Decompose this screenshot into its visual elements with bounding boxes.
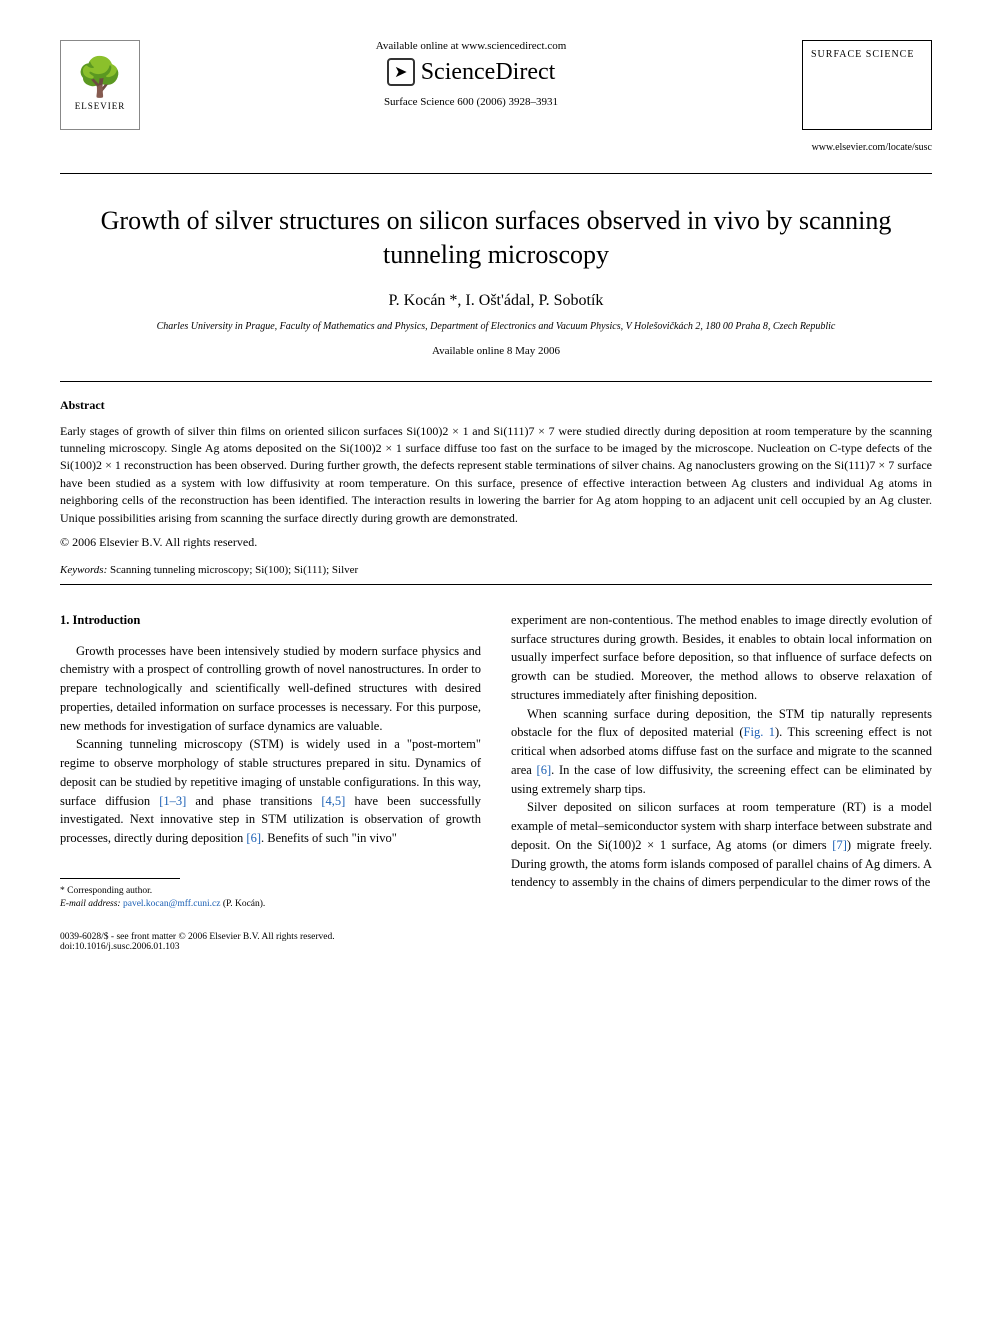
abstract-label: Abstract: [60, 398, 932, 413]
article-affiliation: Charles University in Prague, Faculty of…: [60, 320, 932, 333]
science-direct-icon: ➤: [387, 58, 415, 86]
header-row: 🌳 ELSEVIER Available online at www.scien…: [60, 40, 932, 130]
journal-cover-box: SURFACE SCIENCE: [802, 40, 932, 130]
ref-4-5[interactable]: [4,5]: [321, 794, 345, 808]
pre-abstract-rule: [60, 381, 932, 382]
ref-1-3[interactable]: [1–3]: [159, 794, 186, 808]
elsevier-tree-icon: 🌳: [76, 59, 123, 97]
abstract-text: Early stages of growth of silver thin fi…: [60, 423, 932, 527]
fig-1-ref[interactable]: Fig. 1: [744, 725, 776, 739]
left-column: 1. Introduction Growth processes have be…: [60, 611, 481, 912]
ref-6[interactable]: [6]: [246, 831, 261, 845]
intro-paragraph-3: When scanning surface during deposition,…: [511, 705, 932, 799]
footnote-block: * Corresponding author. E-mail address: …: [60, 885, 481, 912]
available-date: Available online 8 May 2006: [60, 345, 932, 357]
email-label: E-mail address:: [60, 899, 121, 909]
section-heading-intro: 1. Introduction: [60, 611, 481, 630]
email-line: E-mail address: pavel.kocan@mff.cuni.cz …: [60, 898, 481, 911]
available-online-text: Available online at www.sciencedirect.co…: [160, 40, 782, 52]
keywords-line: Keywords: Scanning tunneling microscopy;…: [60, 564, 932, 576]
journal-link[interactable]: www.elsevier.com/locate/susc: [60, 142, 932, 153]
right-column: experiment are non-contentious. The meth…: [511, 611, 932, 912]
elsevier-logo: 🌳 ELSEVIER: [60, 40, 140, 130]
footnote-separator: [60, 878, 180, 879]
abstract-copyright: © 2006 Elsevier B.V. All rights reserved…: [60, 535, 932, 550]
footer-row: 0039-6028/$ - see front matter © 2006 El…: [60, 932, 932, 952]
corresponding-author: * Corresponding author.: [60, 885, 481, 898]
body-columns: 1. Introduction Growth processes have be…: [60, 611, 932, 912]
post-abstract-rule: [60, 584, 932, 585]
ref-7[interactable]: [7]: [832, 838, 847, 852]
footer-copyright: 0039-6028/$ - see front matter © 2006 El…: [60, 932, 335, 942]
keywords-label: Keywords:: [60, 564, 107, 576]
keywords-text: Scanning tunneling microscopy; Si(100); …: [107, 564, 358, 576]
ref-6b[interactable]: [6]: [537, 763, 552, 777]
email-address[interactable]: pavel.kocan@mff.cuni.cz: [123, 899, 220, 909]
intro-paragraph-1: Growth processes have been intensively s…: [60, 642, 481, 736]
intro-paragraph-4: Silver deposited on silicon surfaces at …: [511, 798, 932, 892]
center-header: Available online at www.sciencedirect.co…: [140, 40, 802, 108]
article-title: Growth of silver structures on silicon s…: [60, 204, 932, 272]
journal-box-title: SURFACE SCIENCE: [811, 49, 923, 60]
journal-reference: Surface Science 600 (2006) 3928–3931: [160, 96, 782, 108]
intro-paragraph-2: Scanning tunneling microscopy (STM) is w…: [60, 735, 481, 848]
article-authors: P. Kocán *, I. Ošt'ádal, P. Sobotík: [60, 292, 932, 310]
science-direct-text: ScienceDirect: [421, 59, 556, 86]
email-who: (P. Kocán).: [220, 899, 265, 909]
science-direct-logo: ➤ ScienceDirect: [160, 58, 782, 86]
footer-left: 0039-6028/$ - see front matter © 2006 El…: [60, 932, 335, 952]
footer-doi: doi:10.1016/j.susc.2006.01.103: [60, 942, 335, 952]
elsevier-label: ELSEVIER: [75, 101, 126, 111]
intro-paragraph-2-cont: experiment are non-contentious. The meth…: [511, 611, 932, 705]
header-rule: [60, 173, 932, 174]
